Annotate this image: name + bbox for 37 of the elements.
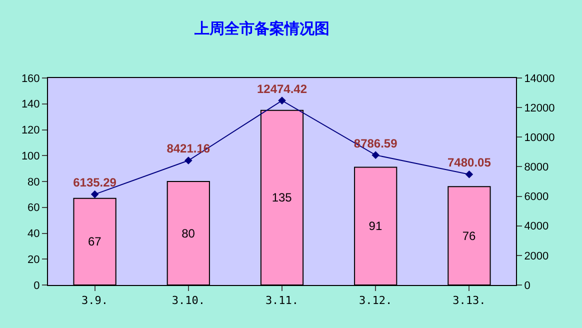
y-tick-label: 120 xyxy=(21,124,40,137)
chart-title: 上周全市备案情况图 xyxy=(193,19,330,38)
point xyxy=(372,151,380,159)
y2-tick-label: 10000 xyxy=(524,132,555,144)
y-tick-label: 140 xyxy=(21,98,40,111)
point xyxy=(465,170,474,178)
y-tick-label: 20 xyxy=(28,254,40,266)
data-label: 76 xyxy=(462,228,476,243)
data-label: 91 xyxy=(368,219,382,234)
y-tick-label: 100 xyxy=(21,150,40,162)
y2-tick-label: 14000 xyxy=(524,72,555,85)
point xyxy=(184,156,192,164)
point xyxy=(90,190,99,198)
y2-tick-label: 8000 xyxy=(524,162,549,174)
y2-tick-label: 6000 xyxy=(524,191,549,204)
data-label: 8786.59 xyxy=(354,136,398,150)
data-label: 135 xyxy=(272,190,292,205)
x-tick-label: 3.12. xyxy=(359,294,392,308)
data-label: 12474.42 xyxy=(256,82,308,96)
y-tick-label: 0 xyxy=(34,280,40,292)
x-tick-label: 3.11. xyxy=(265,294,299,308)
point xyxy=(278,96,286,104)
y2-tick-label: 12000 xyxy=(524,102,555,114)
y-tick-label: 40 xyxy=(28,228,40,240)
x-tick-label: 3.9. xyxy=(82,294,108,308)
y-tick-label: 80 xyxy=(28,176,40,188)
y-tick-label: 160 xyxy=(21,72,40,85)
y2-tick-label: 0 xyxy=(524,280,530,292)
y2-tick-label: 4000 xyxy=(524,220,549,233)
data-label: 80 xyxy=(182,226,196,240)
data-label: 7480.05 xyxy=(448,156,492,170)
y-tick-label: 60 xyxy=(28,202,40,214)
data-label: 6135.29 xyxy=(73,176,117,190)
x-tick-label: 3.13. xyxy=(452,294,486,308)
data-label: 67 xyxy=(88,234,102,249)
y2-tick-label: 2000 xyxy=(524,250,549,262)
x-tick-label: 3.10. xyxy=(172,294,205,308)
